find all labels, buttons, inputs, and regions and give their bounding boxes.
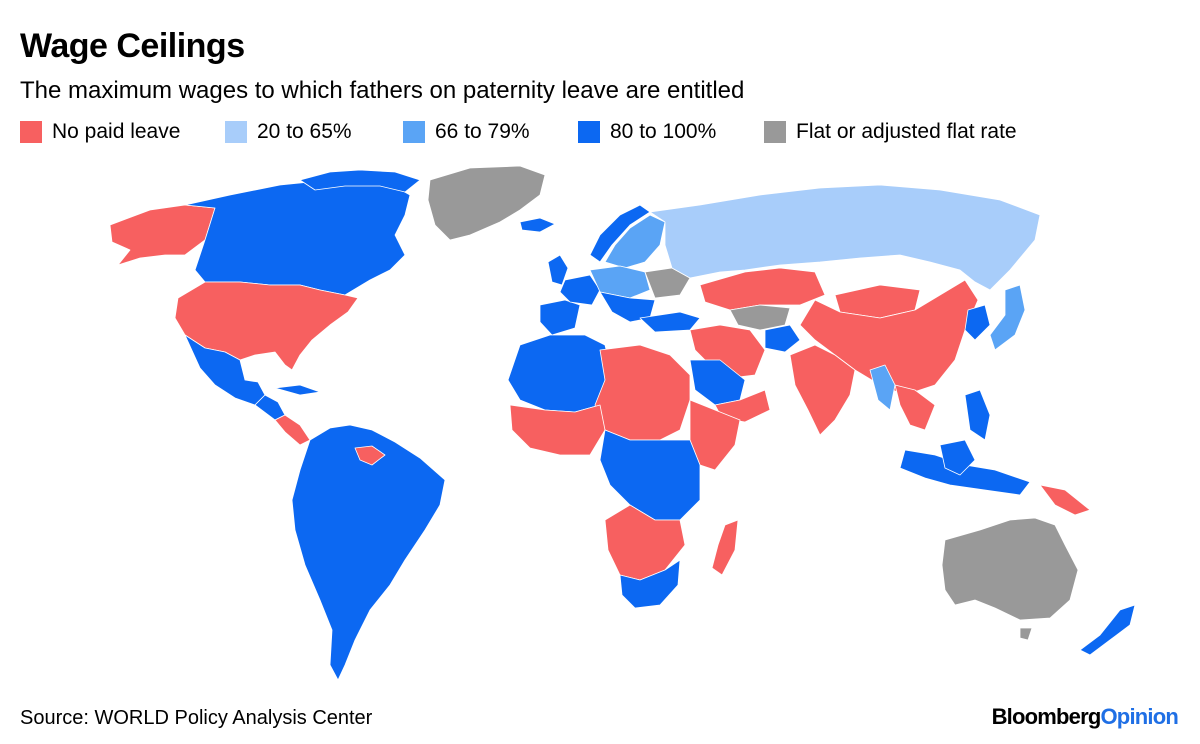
region-france-benelux — [559, 274, 601, 306]
region-guianas — [354, 445, 386, 466]
region-west-africa — [509, 404, 606, 456]
legend-item-80-to-100: 80 to 100% — [578, 118, 716, 146]
region-iberia — [539, 299, 581, 336]
region-myanmar — [869, 364, 896, 411]
legend-swatch — [403, 121, 425, 143]
legend-label: No paid leave — [52, 120, 181, 143]
region-turkey — [639, 311, 701, 333]
region-uzbek-turkmen — [729, 304, 791, 331]
brand-logo-part-1: Bloomberg — [991, 704, 1102, 729]
chart-title: Wage Ceilings — [20, 27, 245, 65]
legend-swatch — [578, 121, 600, 143]
legend-label: Flat or adjusted flat rate — [796, 120, 1017, 143]
region-south-america — [291, 424, 446, 681]
legend-swatch — [225, 121, 247, 143]
region-iran-iraq — [689, 324, 766, 379]
legend-swatch — [764, 121, 786, 143]
region-tasmania — [1019, 627, 1033, 641]
region-madagascar — [711, 519, 739, 576]
region-philippines — [964, 389, 991, 441]
region-southern-africa — [604, 504, 686, 581]
region-india — [789, 344, 856, 436]
region-png — [1039, 484, 1091, 516]
legend-item-66-to-79: 66 to 79% — [403, 118, 530, 146]
chart-subtitle: The maximum wages to which fathers on pa… — [20, 77, 745, 104]
region-sahel — [594, 344, 691, 441]
legend-item-20-to-65: 20 to 65% — [225, 118, 352, 146]
region-canada-islands — [299, 169, 421, 193]
region-iceland — [519, 217, 556, 233]
source-note: Source: WORLD Policy Analysis Center — [20, 707, 373, 729]
legend-swatch — [20, 121, 42, 143]
region-australia — [941, 517, 1079, 621]
region-central-africa — [599, 429, 701, 521]
legend: No paid leave 20 to 65% 66 to 79% 80 to … — [20, 118, 1180, 146]
region-south-africa — [619, 559, 681, 609]
legend-item-no-paid-leave: No paid leave — [20, 118, 180, 146]
region-alaska — [109, 204, 216, 266]
region-borneo — [939, 439, 976, 476]
region-central-america-north — [254, 394, 286, 421]
region-se-asia — [894, 384, 936, 431]
region-cuba — [274, 384, 321, 396]
legend-label: 20 to 65% — [257, 120, 352, 143]
region-new-zealand — [1079, 604, 1136, 656]
region-japan — [989, 284, 1026, 351]
region-greenland — [427, 165, 546, 241]
region-korea — [964, 304, 991, 341]
region-uk — [547, 254, 569, 286]
region-mexico — [184, 334, 266, 406]
region-ukraine-belarus — [644, 267, 691, 299]
region-canada — [184, 177, 411, 296]
region-kazakhstan — [699, 267, 826, 311]
brand-logo: BloombergOpinion — [991, 703, 1179, 731]
region-central-america-south — [274, 414, 311, 446]
brand-logo-part-2: Opinion — [1100, 704, 1179, 729]
region-afghanistan — [764, 324, 801, 353]
legend-label: 66 to 79% — [435, 120, 530, 143]
legend-label: 80 to 100% — [610, 120, 717, 143]
region-central-europe — [589, 265, 651, 299]
region-russia — [649, 184, 1041, 291]
world-map — [109, 165, 1136, 681]
legend-item-flat-rate: Flat or adjusted flat rate — [764, 118, 1017, 146]
region-china — [799, 279, 979, 396]
